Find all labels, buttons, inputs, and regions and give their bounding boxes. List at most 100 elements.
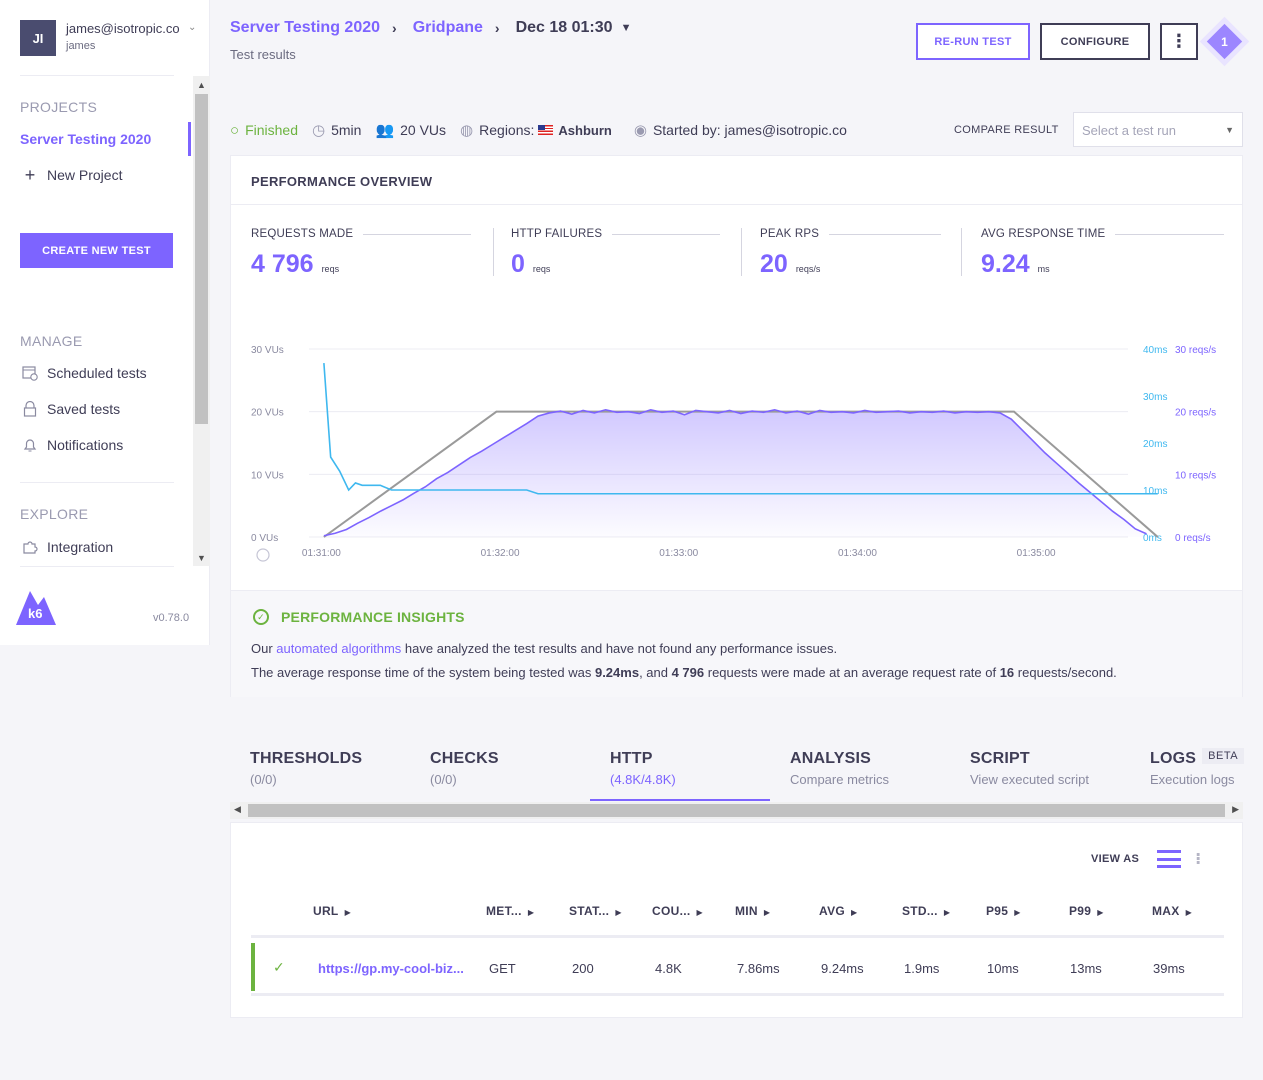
tab-logs[interactable]: LOGS BETA Execution logs xyxy=(1150,748,1245,787)
scroll-down-arrow[interactable]: ▼ xyxy=(197,553,206,563)
cell-status: 200 xyxy=(572,961,594,976)
scroll-right-arrow[interactable]: ▶ xyxy=(1232,804,1239,814)
y3-tick-label: 20 reqs/s xyxy=(1175,408,1216,419)
sort-icon: ▶ xyxy=(1185,908,1193,917)
y2-tick-label: 40ms xyxy=(1143,345,1167,356)
column-header-max[interactable]: MAX ▶ xyxy=(1152,904,1193,918)
tabs-scrollbar-thumb[interactable] xyxy=(248,804,1225,817)
column-header-p99[interactable]: P99 ▶ xyxy=(1069,904,1104,918)
tree-view-icon[interactable]: ⁝ xyxy=(1195,851,1202,868)
tab-checks[interactable]: CHECKS (0/0) xyxy=(430,750,499,787)
x-tick-label: 01:34:00 xyxy=(838,548,877,559)
row-status-bar xyxy=(251,943,255,991)
column-header-avg[interactable]: AVG ▶ xyxy=(819,904,858,918)
y3-tick-label: 30 reqs/s xyxy=(1175,345,1216,356)
test-status-row: ○ Finished ◷ 5min 👥 20 VUs ◍ Regions: As… xyxy=(230,121,861,140)
chevron-down-icon[interactable]: ⌄ xyxy=(188,22,197,33)
performance-chart[interactable]: 0 VUs 10 VUs 20 VUs 30 VUs 0ms 10ms 20ms 30ms 40… xyxy=(231,336,1244,566)
tab-sub: (0/0) xyxy=(430,772,457,787)
avatar[interactable]: JI xyxy=(20,20,56,56)
new-project-link[interactable]: + New Project xyxy=(20,165,123,185)
crumb-project[interactable]: Server Testing 2020 xyxy=(230,19,381,36)
configure-button[interactable]: CONFIGURE xyxy=(1040,23,1150,60)
y-tick-label: 20 VUs xyxy=(251,408,284,419)
tab-http[interactable]: HTTP (4.8K/4.8K) xyxy=(610,750,676,787)
tab-sub: Compare metrics xyxy=(790,772,889,787)
sidebar-item-saved-tests[interactable]: Saved tests xyxy=(20,400,120,418)
tab-analysis[interactable]: ANALYSIS Compare metrics xyxy=(790,750,889,787)
sidebar-item-active-project[interactable]: Server Testing 2020 xyxy=(20,131,152,147)
metric-unit: reqs xyxy=(321,264,340,274)
x-tick-label: 01:33:00 xyxy=(659,548,698,559)
test-run-selector[interactable]: Dec 18 01:30 xyxy=(515,19,613,36)
create-new-test-button[interactable]: CREATE NEW TEST xyxy=(20,233,173,268)
tab-sub: Execution logs xyxy=(1150,772,1235,787)
x-tick-label: 01:31:00 xyxy=(302,548,341,559)
crumb-test[interactable]: Gridpane xyxy=(412,19,483,36)
tabs-scrollbar[interactable]: ◀ ▶ xyxy=(230,802,1243,819)
column-header-p95[interactable]: P95 ▶ xyxy=(986,904,1021,918)
sidebar-item-label: Notifications xyxy=(47,437,124,453)
user-menu[interactable]: JI james@isotropic.co james xyxy=(20,20,180,56)
regions-label: Regions: xyxy=(479,122,535,138)
tab-script[interactable]: SCRIPT View executed script xyxy=(970,750,1089,787)
cell-method: GET xyxy=(489,961,516,976)
card-title: PERFORMANCE OVERVIEW xyxy=(251,174,433,189)
y2-tick-label: 0ms xyxy=(1143,533,1162,544)
metric-peak-rps: PEAK RPS 20 reqs/s xyxy=(760,228,941,279)
beta-badge: BETA xyxy=(1202,748,1245,764)
sidebar-scrollbar-thumb[interactable] xyxy=(195,94,208,424)
user-circle-icon: ◉ xyxy=(633,122,647,139)
metric-http-failures: HTTP FAILURES 0 reqs xyxy=(511,228,720,279)
metric-label: PEAK RPS xyxy=(760,228,820,240)
chevron-right-icon: › xyxy=(392,20,397,36)
vus-value: 20 VUs xyxy=(400,122,447,138)
breadcrumb: Server Testing 2020 › Gridpane › Dec 18 … xyxy=(230,19,631,37)
sidebar-item-scheduled-tests[interactable]: Scheduled tests xyxy=(20,364,147,382)
cell-p99: 13ms xyxy=(1070,961,1102,976)
sidebar-item-notifications[interactable]: Notifications xyxy=(20,436,123,454)
metric-value: 4 796 xyxy=(251,250,314,278)
column-header-count[interactable]: COU... ▶ xyxy=(652,904,703,918)
compare-result-select[interactable]: Select a test run ▼ xyxy=(1073,112,1243,147)
cell-count: 4.8K xyxy=(655,961,682,976)
cell-url[interactable]: https://gp.my-cool-biz... xyxy=(318,961,464,976)
tab-title: ANALYSIS xyxy=(790,750,872,767)
tab-title: LOGS xyxy=(1150,750,1197,767)
more-options-button[interactable]: ⋮ xyxy=(1160,23,1198,60)
status-regions: ◍ Regions: Ashburn xyxy=(460,121,612,139)
version-label: v0.78.0 xyxy=(153,612,190,624)
metric-value: 20 xyxy=(760,250,788,278)
insights-title-text: PERFORMANCE INSIGHTS xyxy=(281,609,465,625)
rerun-test-button[interactable]: RE-RUN TEST xyxy=(916,23,1030,60)
notification-count[interactable]: 1 xyxy=(1221,34,1228,49)
list-view-icon[interactable] xyxy=(1157,850,1182,868)
sidebar-item-label: Scheduled tests xyxy=(47,365,147,381)
column-header-url[interactable]: URL ▶ xyxy=(313,904,352,918)
caret-down-icon[interactable]: ▼ xyxy=(620,22,632,34)
tab-thresholds[interactable]: THRESHOLDS (0/0) xyxy=(250,750,362,787)
sidebar-item-integration[interactable]: Integration xyxy=(20,538,113,556)
y3-tick-label: 10 reqs/s xyxy=(1175,470,1216,481)
column-header-min[interactable]: MIN ▶ xyxy=(735,904,771,918)
divider xyxy=(20,482,174,483)
region-value: Ashburn xyxy=(558,122,612,138)
column-header-std[interactable]: STD... ▶ xyxy=(902,904,951,918)
x-tick-label: 01:35:00 xyxy=(1017,548,1056,559)
cell-min: 7.86ms xyxy=(737,961,780,976)
column-header-status[interactable]: STAT... ▶ xyxy=(569,904,622,918)
metric-avg-response-time: AVG RESPONSE TIME 9.24 ms xyxy=(981,228,1224,279)
metric-requests-made: REQUESTS MADE 4 796 reqs xyxy=(251,228,471,279)
divider xyxy=(251,935,1224,938)
divider xyxy=(251,993,1224,996)
k6-logo[interactable]: k6 xyxy=(16,585,56,628)
chevron-right-icon: › xyxy=(494,20,500,36)
cell-std: 1.9ms xyxy=(904,961,940,976)
scroll-up-arrow[interactable]: ▲ xyxy=(197,80,206,90)
automated-algorithms-link[interactable]: automated algorithms xyxy=(276,641,402,656)
compare-placeholder: Select a test run xyxy=(1082,123,1176,138)
y2-tick-label: 20ms xyxy=(1143,439,1167,450)
scroll-left-arrow[interactable]: ◀ xyxy=(234,804,241,814)
sort-icon: ▶ xyxy=(615,908,622,917)
column-header-method[interactable]: MET... ▶ xyxy=(486,904,535,918)
